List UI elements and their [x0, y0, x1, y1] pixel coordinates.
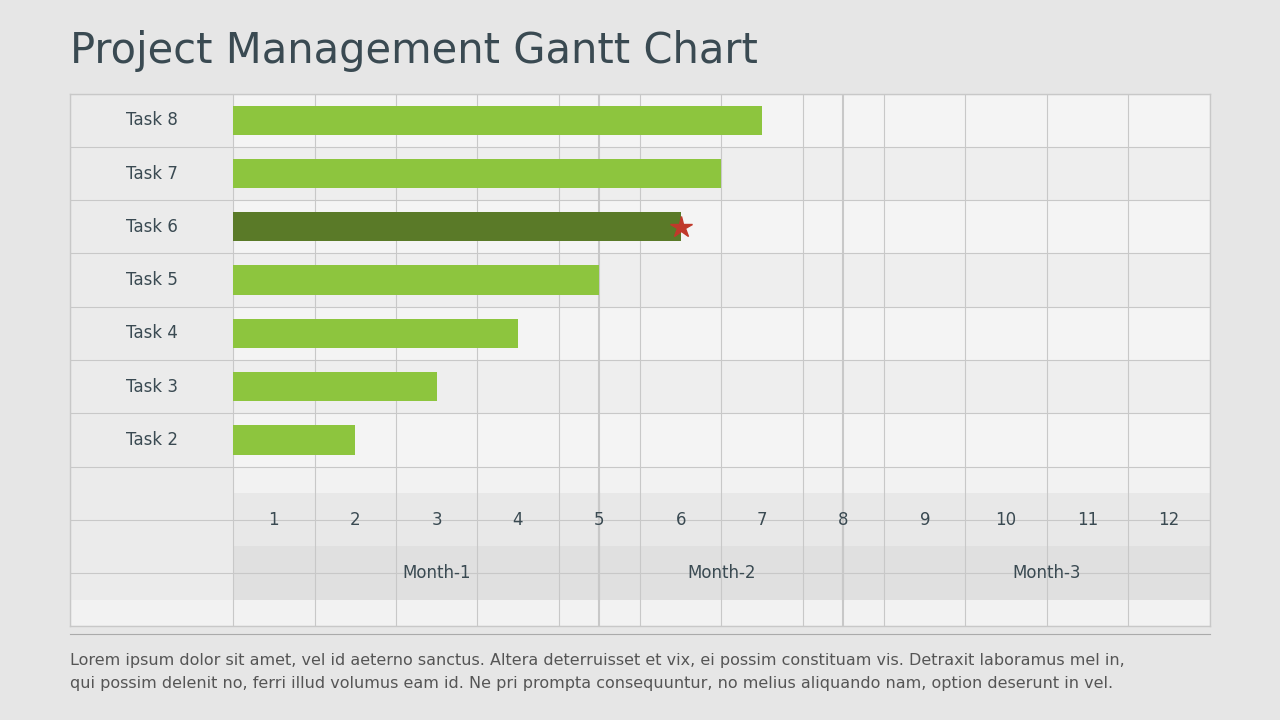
Bar — [233, 413, 1210, 467]
Text: Task 4: Task 4 — [125, 324, 178, 343]
Bar — [233, 307, 1210, 360]
Text: Month-2: Month-2 — [687, 564, 755, 582]
Bar — [233, 147, 1210, 200]
Text: 10: 10 — [996, 511, 1016, 528]
Text: 11: 11 — [1076, 511, 1098, 528]
Bar — [233, 106, 762, 135]
Bar — [233, 266, 599, 294]
Text: 9: 9 — [919, 511, 931, 528]
Bar — [233, 212, 681, 241]
Text: 6: 6 — [676, 511, 686, 528]
Text: Task 6: Task 6 — [125, 217, 178, 236]
Text: Month-3: Month-3 — [1012, 564, 1082, 582]
Text: Task 8: Task 8 — [125, 111, 178, 130]
Text: 12: 12 — [1158, 511, 1180, 528]
Text: 2: 2 — [349, 511, 361, 528]
Bar — [233, 372, 436, 401]
Bar — [233, 360, 1210, 413]
Text: 8: 8 — [838, 511, 849, 528]
Text: Task 2: Task 2 — [125, 431, 178, 449]
Text: Lorem ipsum dolor sit amet, vel id aeterno sanctus. Altera deterruisset et vix, : Lorem ipsum dolor sit amet, vel id aeter… — [70, 652, 1125, 691]
Bar — [70, 493, 1210, 546]
Text: 4: 4 — [513, 511, 524, 528]
Text: Task 5: Task 5 — [125, 271, 178, 289]
Text: Month-1: Month-1 — [402, 564, 471, 582]
Bar — [233, 426, 355, 454]
Text: Task 7: Task 7 — [125, 164, 178, 182]
Text: 3: 3 — [431, 511, 442, 528]
Bar — [233, 94, 1210, 147]
Bar — [233, 159, 722, 188]
Text: Project Management Gantt Chart: Project Management Gantt Chart — [70, 30, 758, 73]
Text: 7: 7 — [756, 511, 767, 528]
Bar — [70, 94, 233, 600]
Bar — [233, 319, 518, 348]
Text: 1: 1 — [269, 511, 279, 528]
Bar — [70, 546, 1210, 600]
Bar — [233, 200, 1210, 253]
Text: 5: 5 — [594, 511, 604, 528]
Bar — [233, 253, 1210, 307]
Text: Task 3: Task 3 — [125, 377, 178, 396]
